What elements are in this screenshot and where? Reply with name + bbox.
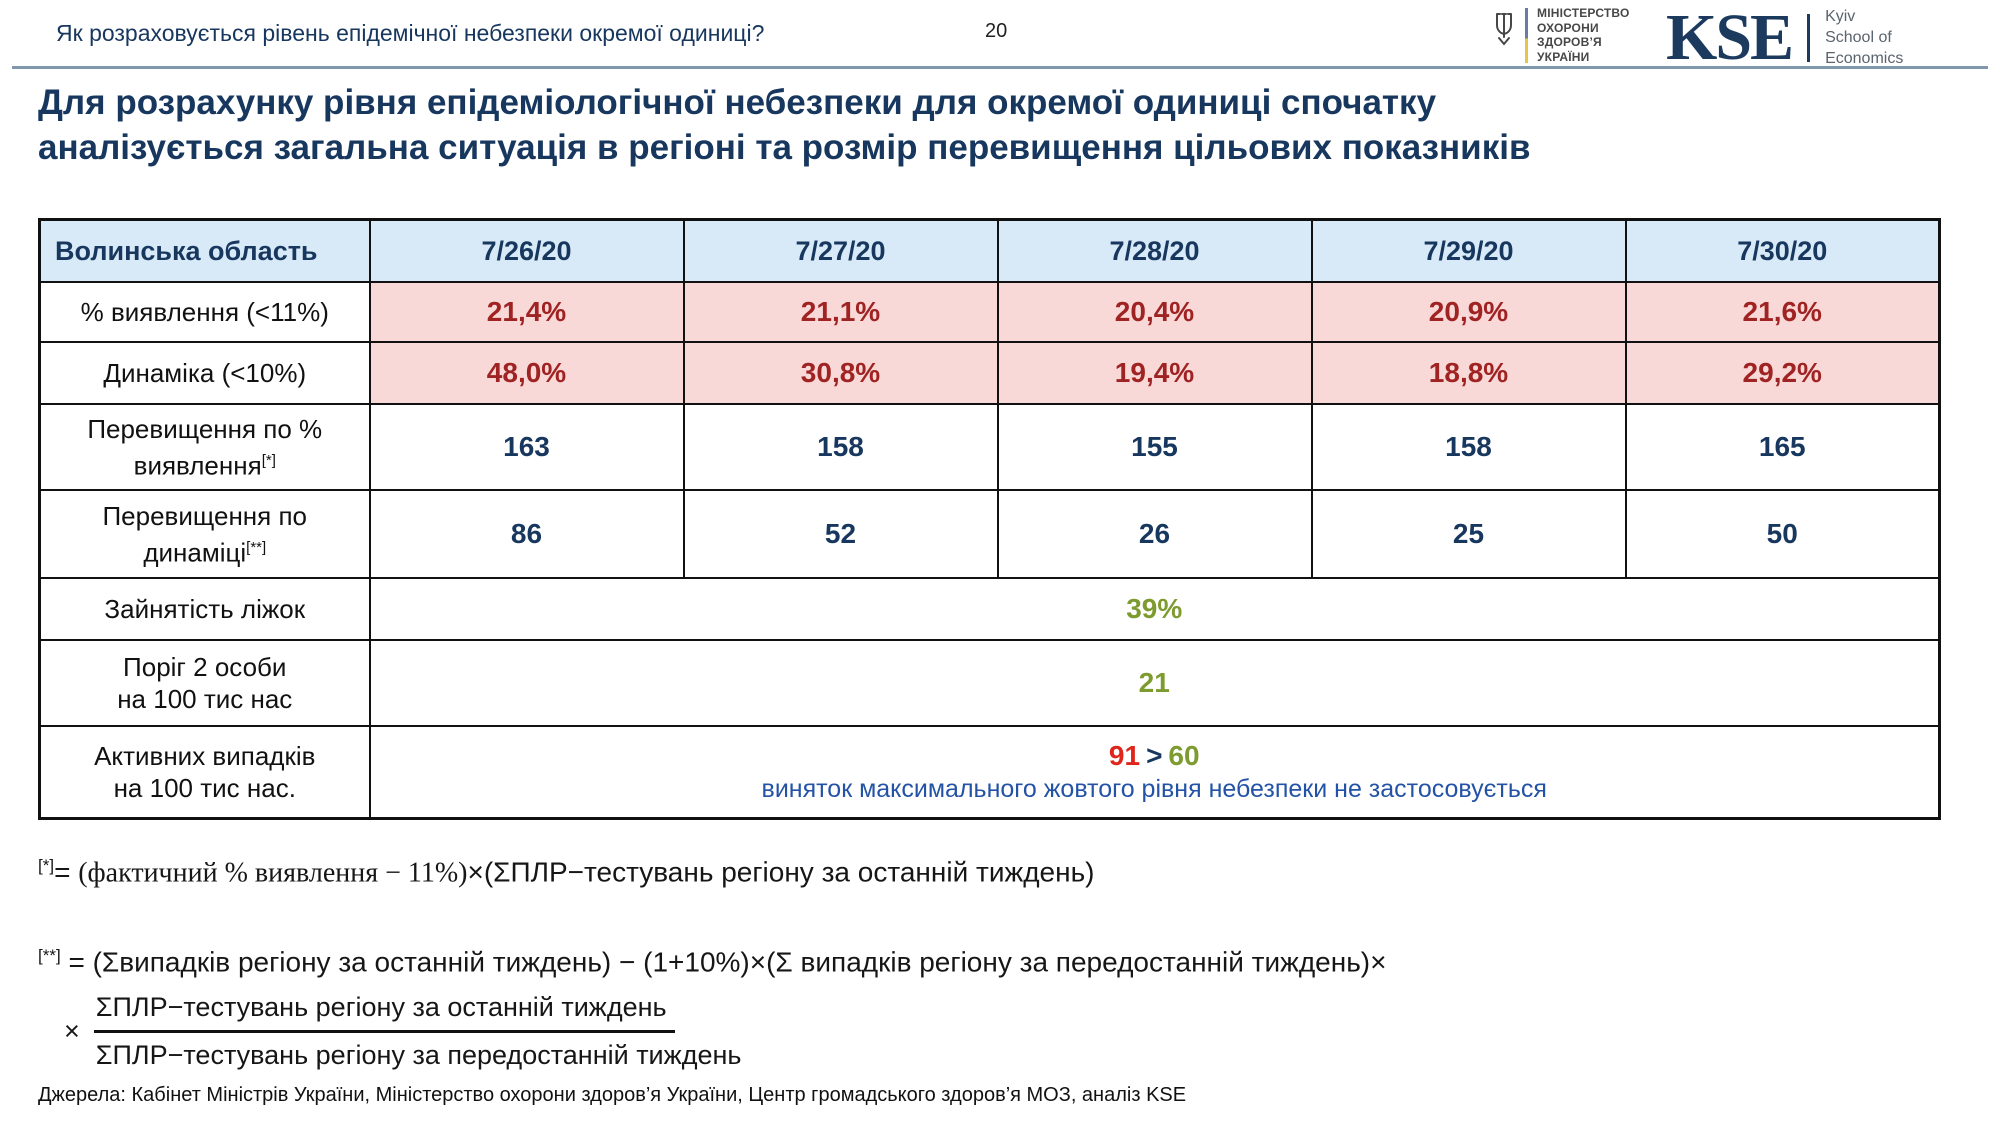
moh-text-line: УКРАЇНИ <box>1537 49 1590 64</box>
value-cell: 163 <box>368 403 685 491</box>
date-header-cell: 7/28/20 <box>996 218 1313 283</box>
merged-value-cell: 21 <box>368 639 1941 727</box>
table-row-active-cases: Активних випадків на 100 тис нас. 91 >60 … <box>38 725 1941 820</box>
value-cell: 155 <box>996 403 1313 491</box>
kse-acronym: KSE <box>1666 0 1794 74</box>
table-row-excess-detection: Перевищення по % виявлення[*] 163 158 15… <box>38 403 1941 491</box>
row-label-line: Поріг 2 особи <box>123 652 287 682</box>
table-row-dynamics: Динаміка (<10%) 48,0% 30,8% 19,4% 18,8% … <box>38 341 1941 405</box>
moh-text-line: ЗДОРОВ’Я <box>1537 35 1602 49</box>
fraction: ΣПЛР−тестувань регіону за останній тижде… <box>93 992 742 1071</box>
kse-text-line: Economics <box>1825 50 1904 67</box>
value-cell: 21,6% <box>1624 281 1941 343</box>
note-text: виняток максимального жовтого рівня небе… <box>761 775 1547 803</box>
moh-text-line: ОХОРОНИ <box>1537 20 1599 35</box>
row-label: Перевищення по % виявлення[*] <box>38 403 371 491</box>
row-label: % виявлення (<11%) <box>38 281 371 343</box>
merged-value-cell: 91 >60 виняток максимального жовтого рівн… <box>368 725 1941 820</box>
row-label-line: на 100 тис нас. <box>113 773 296 803</box>
table-row-excess-dynamics: Перевищення по динаміці[**] 86 52 26 25 … <box>38 489 1941 579</box>
formula-detection-excess: [*]= (фактичний % виявлення − 11%)×(ΣПЛР… <box>38 856 1095 889</box>
date-header-cell: 7/26/20 <box>368 218 685 283</box>
value-cell: 158 <box>682 403 999 491</box>
multiply-sign: × <box>64 1016 80 1046</box>
row-label: Зайнятість ліжок <box>38 577 371 641</box>
threshold-value: 60 <box>1168 740 1200 771</box>
date-header-cell: 7/27/20 <box>682 218 999 283</box>
value-cell: 158 <box>1310 403 1627 491</box>
title-line-1: Для розрахунку рівня епідеміологічної не… <box>38 83 1437 122</box>
value-cell: 165 <box>1624 403 1941 491</box>
value-cell: 52 <box>682 489 999 579</box>
moh-logo: МІНІСТЕРСТВО ОХОРОНИ ЗДОРОВ’Я УКРАЇНИ <box>1492 6 1630 64</box>
kse-text-line: Kyiv <box>1825 8 1856 25</box>
formula-fraction-row: × ΣПЛР−тестувань регіону за останній тиж… <box>64 992 741 1071</box>
page-title: Для розрахунку рівня епідеміологічної не… <box>38 80 1958 170</box>
table-header-row: Волинська область 7/26/20 7/27/20 7/28/2… <box>38 218 1941 283</box>
row-label: Перевищення по динаміці[**] <box>38 489 371 579</box>
formula-serif-part: (фактичний % виявлення − 11%) <box>78 857 468 889</box>
value-cell: 29,2% <box>1624 341 1941 405</box>
region-table: Волинська область 7/26/20 7/27/20 7/28/2… <box>38 218 1941 820</box>
row-label-line: динаміці[**] <box>143 537 267 568</box>
value-cell: 20,9% <box>1310 281 1627 343</box>
value-cell: 25 <box>1310 489 1627 579</box>
kse-text-line: School of <box>1825 29 1892 46</box>
actual-value: 91 <box>1108 740 1141 771</box>
sources-line: Джерела: Кабінет Міністрів України, Міні… <box>38 1084 1187 1106</box>
formula-dynamics-excess: [**] = (Σвипадків регіону за останній ти… <box>38 946 1386 978</box>
page-number: 20 <box>985 20 1008 42</box>
header-rule <box>12 66 1988 69</box>
row-label-line: виявлення[*] <box>133 450 276 481</box>
formula-line: = (Σвипадків регіону за останній тиждень… <box>60 946 1387 978</box>
row-label: Поріг 2 особи на 100 тис нас <box>38 639 371 727</box>
moh-text-line: МІНІСТЕРСТВО <box>1537 6 1630 20</box>
row-label-line: на 100 тис нас <box>117 684 293 714</box>
value-cell: 20,4% <box>996 281 1313 343</box>
row-label-line: Перевищення по % <box>87 413 323 444</box>
region-header-cell: Волинська область <box>38 218 371 283</box>
value-cell: 21,1% <box>682 281 999 343</box>
row-label: Активних випадків на 100 тис нас. <box>38 725 371 820</box>
value-cell: 19,4% <box>996 341 1313 405</box>
moh-text: МІНІСТЕРСТВО ОХОРОНИ ЗДОРОВ’Я УКРАЇНИ <box>1537 6 1630 64</box>
slide-question: Як розраховується рівень епідемічної неб… <box>56 20 765 46</box>
row-label: Динаміка (<10%) <box>38 341 371 405</box>
fraction-numerator: ΣПЛР−тестувань регіону за останній тижде… <box>93 992 675 1033</box>
row-label-line: Перевищення по <box>102 500 308 531</box>
merged-value-cell: 39% <box>368 577 1941 641</box>
date-header-cell: 7/29/20 <box>1310 218 1627 283</box>
value-cell: 50 <box>1624 489 1941 579</box>
comparison-operator: > <box>1146 740 1163 771</box>
row-label-line: Активних випадків <box>94 741 316 771</box>
value-cell: 30,8% <box>682 341 999 405</box>
footnote-marker: [**] <box>38 946 61 965</box>
kse-logo: KSE Kyiv School of Economics <box>1666 0 1903 74</box>
footnote-marker: [*] <box>261 451 276 469</box>
tryzub-icon <box>1492 6 1516 52</box>
table-row-detection: % виявлення (<11%) 21,4% 21,1% 20,4% 20,… <box>38 281 1941 343</box>
kse-divider <box>1807 13 1811 62</box>
value-cell: 48,0% <box>368 341 685 405</box>
value-cell: 18,8% <box>1310 341 1627 405</box>
formula-sans-part: ×(ΣПЛР−тестувань регіону за останній тиж… <box>467 856 1095 888</box>
fraction-denominator: ΣПЛР−тестувань регіону за передостанній … <box>95 1040 742 1070</box>
kse-text: Kyiv School of Economics <box>1825 6 1903 69</box>
footnote-marker: [*] <box>38 856 55 875</box>
table-row-bed-occupancy: Зайнятість ліжок 39% <box>38 577 1941 641</box>
value-cell: 21,4% <box>368 281 685 343</box>
moh-divider <box>1525 8 1528 63</box>
comparison-value: 91 >60 <box>375 740 1935 772</box>
value-cell: 86 <box>368 489 685 579</box>
date-header-cell: 7/30/20 <box>1624 218 1941 283</box>
value-cell: 26 <box>996 489 1313 579</box>
footnote-marker: [**] <box>246 538 267 556</box>
table-row-threshold: Поріг 2 особи на 100 тис нас 21 <box>38 639 1941 727</box>
title-line-2: аналізується загальна ситуація в регіоні… <box>38 128 1531 167</box>
